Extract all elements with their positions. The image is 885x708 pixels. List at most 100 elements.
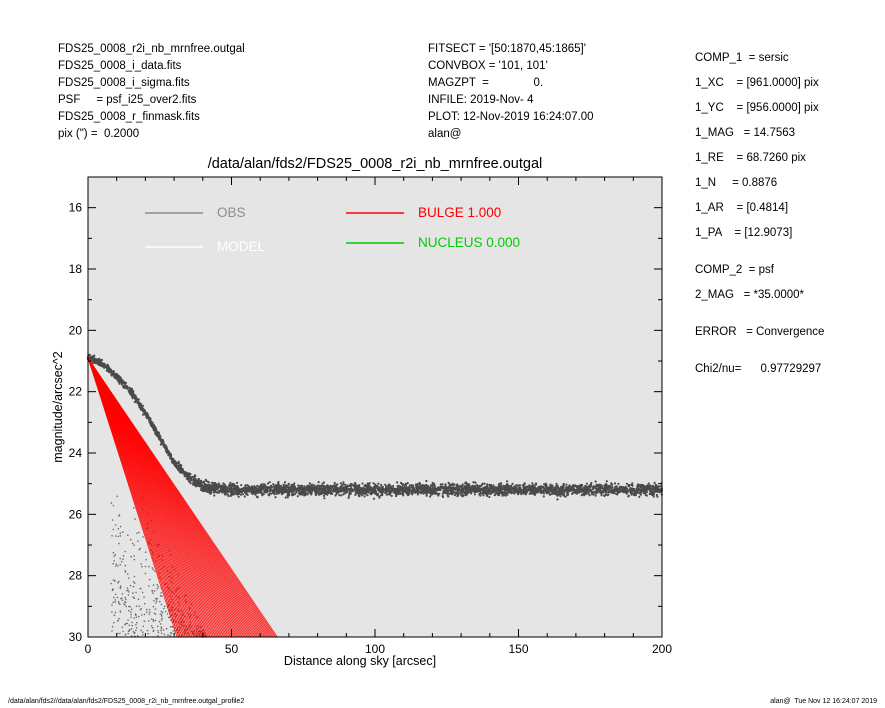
obs-point — [465, 492, 468, 495]
obs-point — [188, 475, 191, 479]
obs-point — [578, 487, 582, 490]
obs-point — [359, 487, 362, 490]
obs-point — [133, 632, 136, 635]
obs-point — [129, 538, 132, 541]
obs-point — [286, 493, 289, 496]
obs-point — [551, 489, 554, 493]
obs-point — [539, 491, 543, 495]
obs-point — [280, 484, 283, 487]
obs-point — [157, 629, 159, 632]
obs-point — [122, 385, 125, 388]
obs-point — [360, 489, 363, 492]
obs-point — [618, 487, 621, 490]
obs-point — [271, 489, 275, 492]
obs-point — [171, 625, 173, 628]
header-mid-line: alan@ — [428, 128, 462, 140]
obs-point — [372, 482, 375, 485]
obs-point — [321, 482, 324, 485]
obs-point — [542, 492, 546, 495]
obs-point — [586, 490, 589, 493]
obs-point — [208, 490, 211, 493]
obs-point — [135, 605, 138, 607]
obs-point — [114, 599, 117, 601]
obs-point — [153, 600, 155, 602]
obs-point — [651, 491, 654, 494]
obs-point — [538, 488, 542, 491]
obs-point — [119, 535, 122, 537]
obs-point — [258, 485, 261, 488]
obs-point — [155, 602, 157, 604]
obs-point — [608, 484, 611, 487]
obs-point — [615, 485, 618, 488]
obs-point — [591, 491, 594, 494]
obs-point — [625, 482, 629, 485]
obs-point — [518, 489, 521, 492]
obs-point — [474, 481, 477, 484]
obs-point — [192, 479, 195, 482]
obs-point — [230, 493, 233, 496]
obs-point — [566, 491, 570, 494]
obs-point — [549, 488, 553, 491]
obs-point — [126, 587, 129, 589]
obs-point — [113, 560, 115, 562]
obs-point — [283, 481, 287, 484]
obs-point — [142, 408, 145, 411]
obs-point — [110, 582, 112, 585]
obs-point — [115, 563, 117, 565]
obs-point — [590, 481, 593, 485]
obs-point — [262, 484, 265, 488]
obs-point — [401, 490, 404, 493]
header-left-info: FDS25_0008_r2i_nb_mrnfree.outgal FDS25_00… — [58, 41, 245, 143]
obs-point — [533, 493, 537, 496]
header-right-line: Chi2/nu= 0.97729297 — [695, 363, 822, 375]
obs-point — [381, 485, 384, 488]
obs-point — [121, 597, 123, 599]
obs-point — [268, 494, 271, 497]
obs-point — [389, 486, 392, 489]
plot-area — [88, 177, 662, 637]
obs-point — [468, 485, 471, 488]
obs-point — [638, 491, 641, 494]
obs-point — [188, 472, 191, 475]
obs-point — [335, 484, 338, 487]
obs-point — [605, 485, 608, 488]
obs-point — [266, 482, 270, 485]
obs-point — [123, 603, 125, 605]
obs-point — [635, 490, 638, 493]
obs-point — [210, 487, 213, 490]
obs-point — [269, 486, 272, 489]
obs-point — [374, 484, 377, 487]
obs-point — [562, 484, 565, 487]
obs-point — [112, 504, 115, 507]
obs-point — [592, 486, 595, 489]
obs-point — [196, 483, 199, 486]
obs-point — [291, 493, 294, 496]
obs-point — [159, 623, 162, 625]
obs-point — [424, 491, 427, 494]
obs-point — [561, 493, 564, 496]
obs-point — [488, 495, 491, 499]
obs-point — [270, 489, 273, 492]
obs-point — [241, 493, 245, 496]
obs-point — [340, 494, 343, 497]
obs-point — [287, 489, 290, 492]
obs-point — [159, 613, 162, 615]
obs-point — [217, 486, 220, 489]
obs-point — [613, 482, 617, 485]
obs-point — [585, 482, 589, 485]
obs-point — [408, 486, 411, 489]
obs-point — [160, 627, 163, 630]
obs-point — [141, 591, 144, 594]
obs-point — [638, 495, 641, 498]
obs-point — [127, 577, 130, 579]
obs-point — [471, 484, 474, 487]
obs-point — [220, 489, 223, 493]
obs-point — [317, 481, 320, 484]
obs-point — [111, 611, 113, 613]
obs-point — [240, 491, 243, 494]
obs-point — [106, 368, 109, 372]
obs-point — [144, 551, 147, 553]
y-tick-label: 16 — [69, 201, 83, 215]
obs-point — [301, 493, 304, 496]
